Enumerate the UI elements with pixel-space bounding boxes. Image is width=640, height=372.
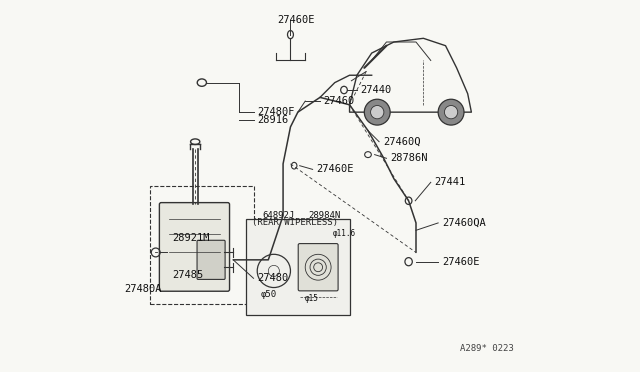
Text: A289* 0223: A289* 0223 <box>460 344 514 353</box>
Bar <box>246 219 349 315</box>
Text: 27480F: 27480F <box>257 107 295 117</box>
Text: (REAR WIPERLESS): (REAR WIPERLESS) <box>252 218 338 227</box>
Text: 27460Q: 27460Q <box>383 137 420 147</box>
FancyBboxPatch shape <box>298 244 338 291</box>
Circle shape <box>364 99 390 125</box>
Text: φ15: φ15 <box>305 294 319 303</box>
Text: 27480: 27480 <box>257 273 289 283</box>
Text: 28916: 28916 <box>257 115 289 125</box>
Text: 28921M: 28921M <box>172 233 210 243</box>
Circle shape <box>371 106 384 119</box>
Text: 27460E: 27460E <box>442 257 479 267</box>
Text: 28984N: 28984N <box>308 211 340 220</box>
FancyBboxPatch shape <box>197 240 225 279</box>
Text: 27480A: 27480A <box>124 284 161 294</box>
Circle shape <box>438 99 464 125</box>
Text: 27441: 27441 <box>435 177 466 187</box>
Text: 27460QA: 27460QA <box>442 218 486 228</box>
Text: 28786N: 28786N <box>390 153 428 163</box>
Text: 27485: 27485 <box>172 270 204 280</box>
Text: 64892J: 64892J <box>263 211 295 220</box>
Bar <box>150 186 253 304</box>
Text: 27440: 27440 <box>360 85 392 95</box>
Circle shape <box>444 106 458 119</box>
Text: 27460E: 27460E <box>316 164 354 174</box>
Text: 27460: 27460 <box>324 96 355 106</box>
Text: φ50: φ50 <box>260 291 276 299</box>
FancyBboxPatch shape <box>159 203 230 291</box>
Text: 27460E: 27460E <box>277 15 315 25</box>
Text: φ11.6: φ11.6 <box>333 230 356 238</box>
